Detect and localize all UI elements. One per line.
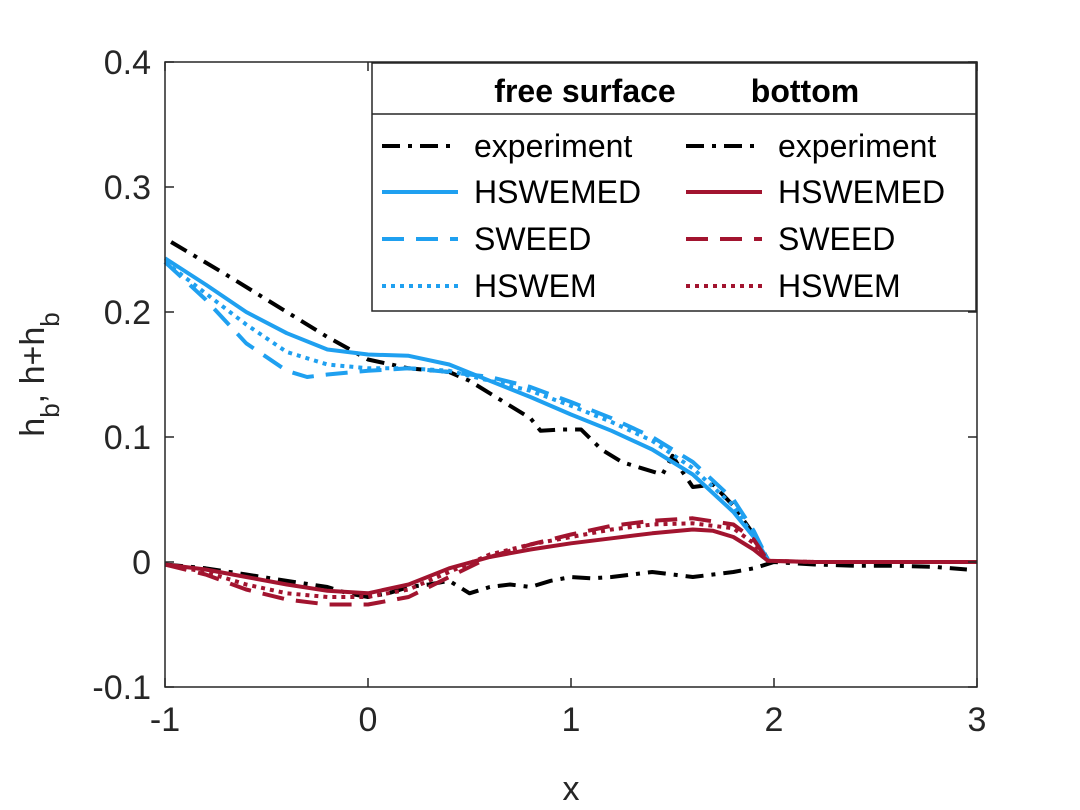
y-tick-label: 0.4 bbox=[104, 44, 151, 82]
series-line-1 bbox=[170, 240, 770, 561]
legend-label: HSWEM bbox=[778, 268, 901, 304]
y-tick-label: 0.2 bbox=[104, 294, 151, 332]
series-line-8 bbox=[164, 521, 977, 599]
legend-label: HSWEM bbox=[474, 268, 597, 304]
series-line-7 bbox=[164, 516, 977, 607]
legend-label: experiment bbox=[778, 128, 936, 164]
x-tick-label: 0 bbox=[359, 701, 378, 739]
ticks: -1 0 1 2 3 -0.1 0 0.1 0.2 0.3 0.4 bbox=[92, 44, 986, 739]
legend-header: bottom bbox=[751, 73, 859, 109]
y-tick-label: 0.3 bbox=[104, 169, 151, 207]
legend: free surface bottom experiment HSWEMED SWEED… bbox=[371, 62, 977, 312]
legend-header: free surface bbox=[494, 73, 675, 109]
x-tick-label: 3 bbox=[968, 701, 987, 739]
series-line-5 bbox=[164, 560, 968, 599]
series-line-2 bbox=[163, 256, 770, 561]
y-tick-label: 0.1 bbox=[104, 419, 151, 457]
legend-label: SWEED bbox=[778, 221, 895, 257]
plot-lines bbox=[163, 240, 977, 607]
x-tick-label: 1 bbox=[562, 701, 581, 739]
y-tick-label: -0.1 bbox=[92, 669, 151, 707]
x-tick-label: -1 bbox=[150, 701, 180, 739]
x-axis-label: x bbox=[563, 770, 580, 808]
y-tick-label: 0 bbox=[132, 544, 151, 582]
legend-box bbox=[371, 62, 977, 312]
legend-label: HSWEMED bbox=[474, 174, 641, 210]
legend-label: experiment bbox=[474, 128, 632, 164]
x-tick-label: 2 bbox=[765, 701, 784, 739]
legend-label: SWEED bbox=[474, 221, 591, 257]
series-line-4 bbox=[163, 260, 770, 561]
legend-label: HSWEMED bbox=[778, 174, 945, 210]
y-axis-label: hb, h+hb bbox=[14, 312, 65, 436]
